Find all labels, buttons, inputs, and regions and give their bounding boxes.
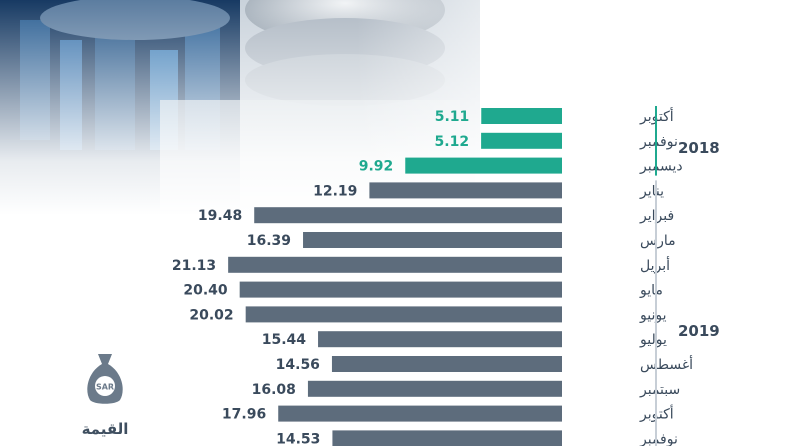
- bar: [481, 108, 562, 124]
- value-label: 5.11: [435, 109, 470, 125]
- value-label: 14.56: [276, 357, 320, 373]
- month-label: يونيو: [639, 307, 667, 323]
- value-label: 21.13: [172, 258, 216, 274]
- money-bag-icon: SAR: [82, 350, 128, 406]
- month-label: يناير: [639, 183, 664, 199]
- bar: [332, 430, 562, 446]
- bar: [278, 405, 562, 422]
- value-label: 16.08: [252, 382, 296, 398]
- value-label: 15.44: [262, 332, 307, 348]
- value-label: 16.39: [247, 233, 291, 249]
- bar: [369, 182, 562, 199]
- value-caption: القيمة: [81, 420, 129, 438]
- month-label: نوفمبر: [639, 134, 678, 150]
- month-label: ديسمبر: [639, 159, 683, 175]
- month-label: أغسطس: [640, 355, 693, 373]
- bar: [405, 157, 562, 174]
- year-label-2019: 2019: [678, 322, 720, 340]
- value-label: 5.12: [435, 134, 470, 150]
- sar-badge: SAR: [96, 383, 114, 392]
- bar: [303, 232, 562, 248]
- bar: [331, 356, 562, 372]
- bar: [254, 207, 562, 224]
- year-label-2018: 2018: [678, 139, 720, 157]
- month-label: نوفمبر: [639, 431, 678, 446]
- value-label: 20.40: [183, 283, 228, 299]
- bar: [245, 306, 562, 323]
- month-label: مايو: [639, 283, 663, 299]
- month-label: سبتمبر: [639, 382, 680, 398]
- value-label: 20.02: [189, 307, 233, 323]
- month-label: يوليو: [639, 332, 667, 348]
- value-label: 17.96: [222, 407, 266, 423]
- bar: [239, 281, 562, 298]
- bar: [228, 256, 562, 273]
- value-label: 12.19: [313, 183, 357, 199]
- value-label: 14.53: [276, 431, 320, 446]
- bar: [481, 132, 562, 149]
- month-label: مارس: [640, 233, 676, 249]
- value-label: 9.92: [359, 159, 394, 175]
- bar: [318, 331, 562, 348]
- bar: [307, 380, 562, 397]
- value-label: 19.48: [198, 208, 242, 224]
